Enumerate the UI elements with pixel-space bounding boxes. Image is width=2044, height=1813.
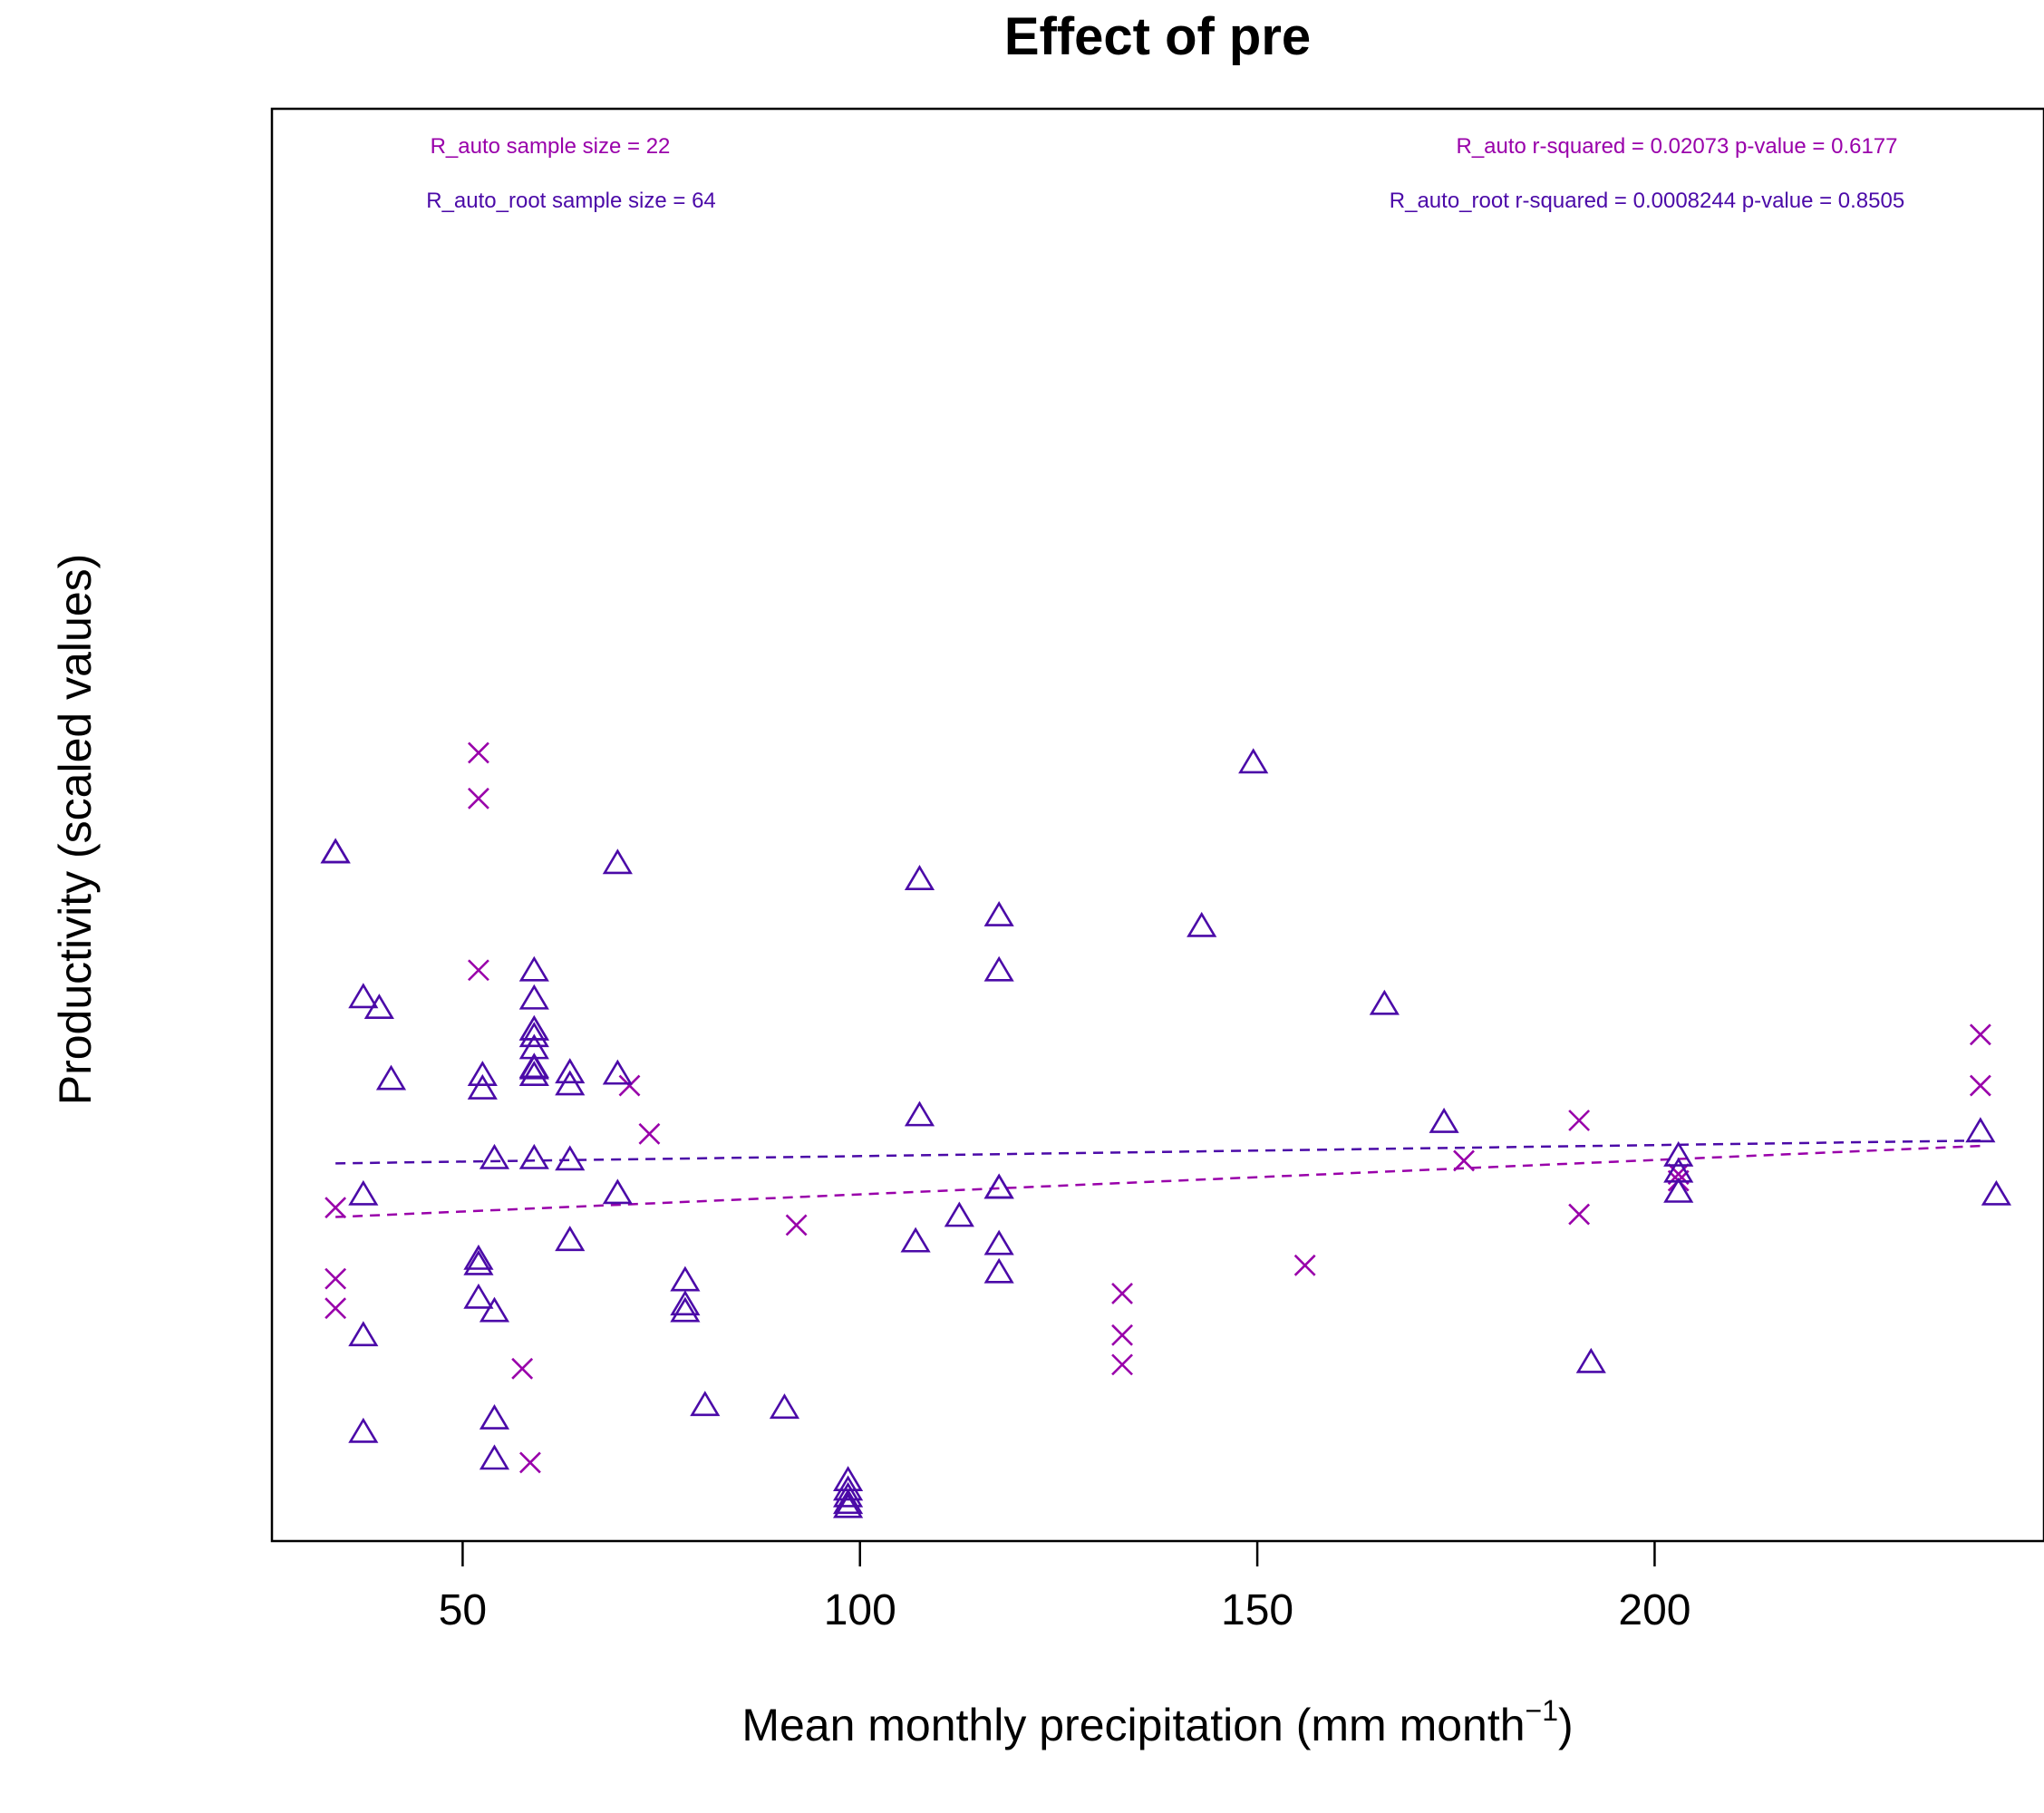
r-auto-root-point <box>463 1249 494 1275</box>
r-auto-point <box>1111 1353 1133 1376</box>
r-auto-root-point <box>518 1053 549 1080</box>
r-auto-root-point <box>320 838 351 864</box>
y-axis-label: Productivity (scaled values) <box>50 554 101 1106</box>
r-auto-root-point <box>944 1201 974 1227</box>
r-auto-root-point <box>555 1058 586 1084</box>
r-auto-root-point <box>479 1296 510 1323</box>
x-tick-label: 150 <box>1221 1586 1293 1634</box>
r-auto-root-point <box>983 1229 1014 1256</box>
r-auto-fit-line <box>335 1144 1981 1218</box>
r-auto-root-point <box>1238 748 1269 774</box>
r-auto-root-point <box>518 1061 549 1087</box>
r-auto-root-point <box>769 1393 800 1420</box>
r-auto-point <box>1453 1149 1475 1172</box>
r-auto-root-point <box>904 1100 935 1127</box>
r-auto-root-point <box>348 983 379 1009</box>
r-auto-root-point <box>602 848 633 875</box>
r-auto-root-point <box>983 1257 1014 1284</box>
r-auto-root-point <box>833 1488 864 1515</box>
r-auto-root-point <box>983 955 1014 982</box>
r-auto-point <box>511 1357 534 1380</box>
r-auto-root-point <box>463 1244 494 1270</box>
r-auto-root-point <box>518 1014 549 1041</box>
r-auto-root-point <box>1663 1177 1694 1203</box>
x-tick-label: 50 <box>439 1586 487 1634</box>
r-auto-fit-stats: R_auto r-squared = 0.02073 p-value = 0.6… <box>1456 134 1897 159</box>
r-auto-point <box>325 1267 347 1290</box>
r-auto-point <box>1568 1110 1591 1131</box>
r-auto-root-point <box>555 1226 586 1252</box>
r-auto-point <box>1969 1023 1991 1046</box>
r-auto-root-point <box>904 865 935 890</box>
r-auto-root-point <box>479 1143 510 1169</box>
r-auto-root-point <box>1369 989 1400 1015</box>
r-auto-root-point <box>348 1321 379 1347</box>
r-auto-root-point <box>983 901 1014 926</box>
r-auto-point <box>618 1074 641 1097</box>
r-auto-root-sample-size: R_auto_root sample size = 64 <box>426 189 716 213</box>
r-auto-point <box>468 959 489 982</box>
r-auto-root-point <box>479 1444 510 1470</box>
r-auto-root-fit-stats: R_auto_root r-squared = 0.0008244 p-valu… <box>1390 189 1904 213</box>
r-auto-point <box>1568 1203 1591 1226</box>
r-auto-root-point <box>363 994 394 1020</box>
r-auto-root-point <box>900 1226 931 1253</box>
r-auto-point <box>638 1122 661 1145</box>
plot-frame <box>270 107 2044 1543</box>
r-auto-root-point <box>348 1417 379 1443</box>
r-auto-root-point <box>467 1061 498 1087</box>
r-auto-root-point <box>555 1070 586 1096</box>
r-auto-root-point <box>670 1290 701 1316</box>
r-auto-root-point <box>518 984 549 1010</box>
r-auto-root-point <box>670 1296 701 1323</box>
r-auto-point <box>468 742 489 764</box>
r-auto-root-point <box>1965 1117 1996 1143</box>
r-auto-point <box>1969 1074 1991 1097</box>
fit-lines <box>335 1139 1981 1218</box>
x-tick-label: 200 <box>1618 1586 1690 1634</box>
data-points <box>320 742 2011 1518</box>
r-auto-root-point <box>348 1179 379 1206</box>
r-auto-root-point <box>983 1173 1014 1199</box>
r-auto-root-point <box>983 1173 1014 1199</box>
r-auto-root-point <box>518 1022 549 1048</box>
r-auto-point <box>1111 1323 1133 1346</box>
r-auto-root-point <box>670 1265 701 1292</box>
r-auto-root-point <box>833 1481 864 1508</box>
x-tick-label: 100 <box>824 1586 896 1634</box>
r-auto-root-point <box>375 1064 407 1091</box>
r-auto-root-point <box>1575 1347 1606 1373</box>
r-auto-root-point <box>602 1059 633 1085</box>
r-auto-root-point <box>518 955 549 982</box>
r-auto-point <box>325 1197 347 1219</box>
r-auto-root-point <box>320 838 351 864</box>
r-auto-root-point <box>479 1404 510 1430</box>
r-auto-root-point <box>690 1391 721 1417</box>
r-auto-point <box>1111 1283 1133 1304</box>
r-auto-sample-size: R_auto sample size = 22 <box>431 134 671 159</box>
r-auto-root-point <box>833 1475 864 1501</box>
r-auto-root-fit-line <box>335 1139 1981 1165</box>
r-auto-root-point <box>1663 1140 1694 1167</box>
chart-title: Effect of pre <box>1004 7 1311 66</box>
r-auto-point <box>785 1214 808 1236</box>
r-auto-root-point <box>463 1283 494 1309</box>
r-auto-point <box>1293 1254 1316 1276</box>
r-auto-root-point <box>1429 1107 1459 1133</box>
r-auto-root-point <box>1187 911 1217 937</box>
r-auto-root-point <box>602 1178 633 1205</box>
r-auto-root-point <box>555 1145 586 1171</box>
x-axis-label: Mean monthly precipitation (mm month−1) <box>741 1694 1573 1750</box>
r-auto-root-point <box>833 1492 864 1518</box>
r-auto-point <box>325 1297 347 1320</box>
r-auto-root-point <box>518 1143 549 1169</box>
x-axis: 50 100 150 200 <box>439 1541 1690 1634</box>
r-auto-point <box>519 1451 541 1474</box>
r-auto-root-point <box>1981 1179 2011 1206</box>
r-auto-root-point <box>467 1073 498 1100</box>
r-auto-point <box>468 787 489 810</box>
